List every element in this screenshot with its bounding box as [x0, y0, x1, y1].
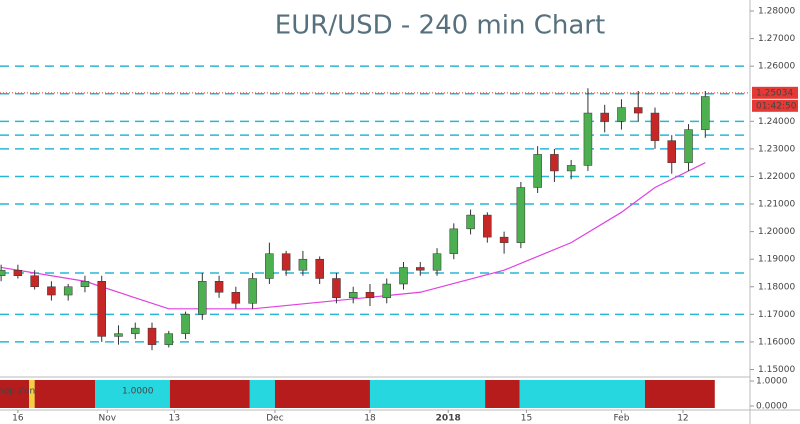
candle-body — [550, 154, 559, 172]
candle-body — [499, 236, 509, 243]
indicator-segment — [485, 380, 520, 408]
x-tick-label: Nov — [99, 414, 117, 424]
indicator-segment — [29, 380, 35, 408]
candle-body — [47, 286, 56, 296]
y-tick-label: 1.19000 — [758, 255, 795, 265]
candle-body — [281, 253, 291, 271]
candle-body — [248, 278, 257, 304]
candle-body — [399, 267, 408, 285]
x-tick-label: 15 — [521, 414, 532, 424]
candle-body — [298, 258, 308, 271]
candle-body — [114, 333, 123, 337]
candle-body — [583, 112, 593, 166]
x-tick-label: 13 — [169, 414, 180, 424]
indicator-tick-label: 0.0000 — [756, 402, 788, 412]
indicator-segment — [0, 380, 30, 408]
candle-body — [382, 283, 391, 299]
indicator-segment — [249, 380, 275, 408]
y-tick-label: 1.23000 — [758, 144, 795, 154]
y-tick-label: 1.16000 — [758, 337, 795, 347]
candle-body — [701, 96, 710, 130]
indicator-segment — [519, 380, 645, 408]
candle-body — [566, 165, 576, 172]
candle-body — [80, 281, 90, 288]
time-label: 01:42:50 — [756, 101, 797, 111]
candle-body — [130, 327, 140, 334]
candle-body — [633, 107, 643, 114]
y-tick-label: 1.18000 — [758, 282, 795, 292]
indicator-name: hop Zon — [0, 387, 35, 397]
candle-body — [449, 228, 459, 254]
candle-body — [667, 140, 677, 163]
x-tick-label: 12 — [677, 414, 688, 424]
candle-body — [416, 267, 425, 271]
y-tick-label: 1.24000 — [758, 117, 795, 127]
time-box — [752, 99, 798, 112]
y-tick-label: 1.26000 — [758, 62, 795, 72]
x-tick-label: Feb — [613, 414, 629, 424]
candle-body — [516, 187, 526, 243]
last-price-box — [752, 86, 798, 99]
indicator-segment — [95, 380, 170, 408]
candle-body — [617, 107, 626, 122]
candle-body — [600, 112, 609, 122]
x-tick-label: 18 — [364, 414, 376, 424]
indicator-segment — [369, 380, 486, 408]
candle-body — [684, 129, 693, 163]
y-tick-label: 1.27000 — [758, 34, 795, 44]
candle-body — [365, 292, 375, 299]
candle-body — [164, 333, 174, 345]
y-tick-label: 1.22000 — [758, 172, 795, 182]
candle-body — [13, 269, 23, 276]
indicator-segment — [644, 380, 715, 408]
candle-body — [181, 314, 190, 334]
indicator-segment — [34, 380, 96, 408]
candle-body — [466, 214, 475, 230]
candle-body — [214, 281, 224, 293]
candle-body — [97, 281, 106, 337]
y-tick-label: 1.17000 — [758, 310, 795, 320]
indicator-segment — [274, 380, 370, 408]
candle-body — [63, 286, 73, 296]
candle-body — [147, 327, 157, 345]
candle-body — [198, 281, 207, 315]
indicator-segment — [169, 380, 250, 408]
candle-body — [432, 253, 442, 271]
moving-average — [1, 162, 706, 310]
candle-body — [650, 112, 660, 141]
candle-body — [231, 292, 241, 304]
chart-title: EUR/USD - 240 min Chart — [275, 11, 605, 41]
y-tick-label: 1.15000 — [758, 365, 795, 375]
indicator-value: 1.0000 — [122, 387, 154, 397]
x-tick-label: 2018 — [436, 414, 461, 424]
candle-body — [315, 258, 324, 279]
candle-body — [332, 278, 341, 299]
x-tick-label: 16 — [12, 414, 24, 424]
y-tick-label: 1.20000 — [758, 227, 795, 237]
candle-body — [483, 214, 492, 238]
indicator-tick-label: 1.0000 — [756, 377, 788, 387]
candle-body — [533, 154, 542, 188]
candle-body — [30, 275, 39, 288]
candle-body — [265, 253, 274, 279]
last-price-label: 1.25034 — [756, 88, 793, 98]
y-tick-label: 1.21000 — [758, 200, 795, 210]
candle-body — [348, 292, 358, 299]
y-tick-label: 1.28000 — [758, 7, 795, 17]
candle-body — [0, 269, 6, 276]
x-tick-label: Dec — [266, 414, 283, 424]
